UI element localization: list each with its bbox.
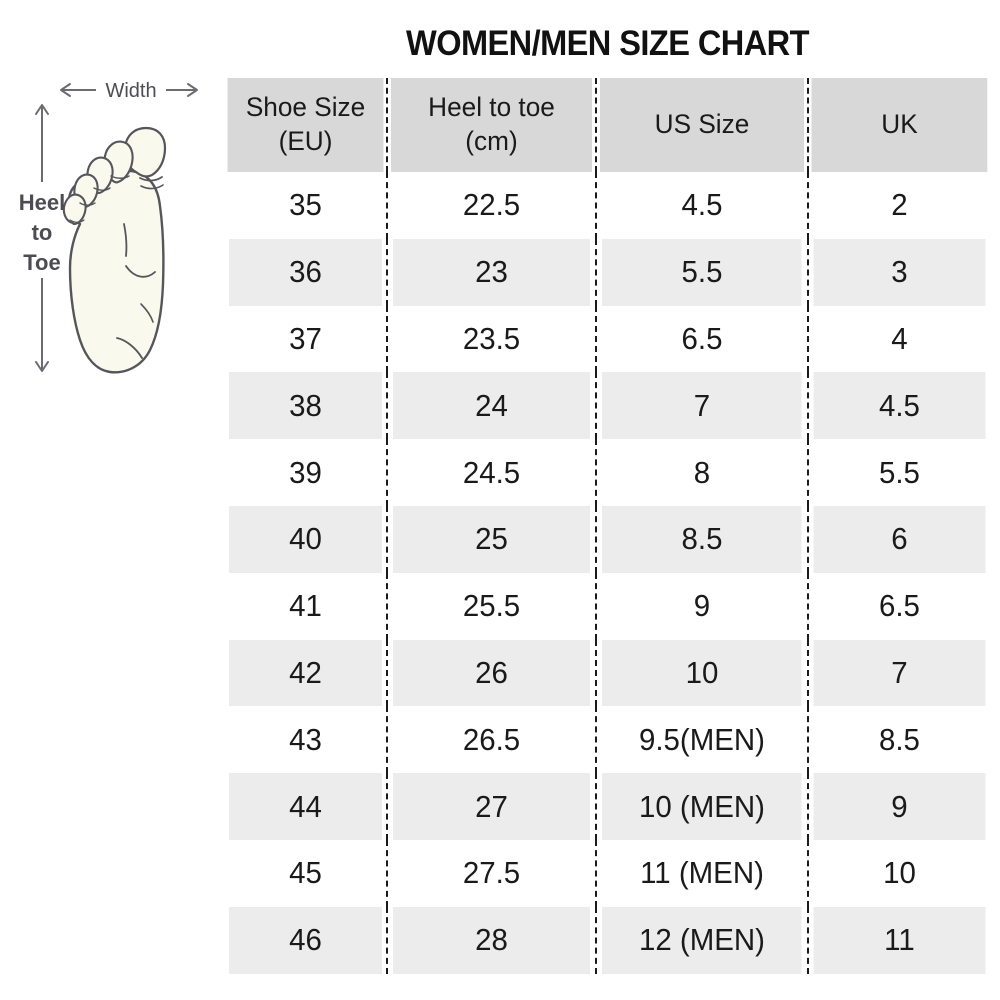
table-cell: 5.5 xyxy=(811,439,986,506)
table-cell: 8 xyxy=(600,439,803,506)
table-cell: 2 xyxy=(811,172,986,239)
column-header-line1: Heel to toe xyxy=(428,92,555,123)
table-cell: 11 (MEN) xyxy=(600,839,803,907)
table-cell: 37 xyxy=(229,305,383,373)
table-cell: 10 (MEN) xyxy=(600,773,803,840)
table-cell: 7 xyxy=(600,372,803,440)
heel-to-toe-label-line3: Toe xyxy=(23,250,60,275)
table-cell: 27 xyxy=(391,773,591,840)
table-row: 43 26.5 9.5(MEN) 8.5 xyxy=(225,706,990,774)
table-cell: 40 xyxy=(229,505,383,573)
table-row: 40 25 8.5 6 xyxy=(225,505,990,573)
table-cell: 25.5 xyxy=(391,572,591,640)
table-cell: 8.5 xyxy=(600,505,803,573)
table-body: 35 22.5 4.5 2 36 23 5.5 3 37 23.5 6.5 4 38 24 7 4.5 39 24… xyxy=(225,172,990,974)
heel-to-toe-label-line2: to xyxy=(32,220,53,245)
table-cell: 3 xyxy=(811,238,986,306)
table-row: 37 23.5 6.5 4 xyxy=(225,305,990,373)
table-cell: 10 xyxy=(600,639,803,707)
table-cell: 38 xyxy=(229,372,383,440)
table-cell: 42 xyxy=(229,639,383,707)
heel-to-toe-label-line1: Heel xyxy=(19,190,65,215)
table-header-row: Shoe Size (EU) Heel to toe (cm) US Size … xyxy=(225,78,990,172)
table-cell: 26.5 xyxy=(391,706,591,774)
table-cell: 23.5 xyxy=(391,305,591,373)
table-row: 35 22.5 4.5 2 xyxy=(225,172,990,239)
table-row: 41 25.5 9 6.5 xyxy=(225,572,990,640)
table-cell: 7 xyxy=(811,639,986,707)
column-header-line1: US Size xyxy=(654,109,750,140)
size-chart-table: Shoe Size (EU) Heel to toe (cm) US Size … xyxy=(225,78,990,974)
column-header-line2: (cm) xyxy=(465,126,518,156)
heel-to-toe-arrow-icon xyxy=(35,104,49,372)
table-cell: 6.5 xyxy=(811,572,986,640)
column-header-line1: UK xyxy=(881,109,918,140)
table-cell: 44 xyxy=(229,773,383,840)
column-header-shoe-size-eu: Shoe Size (EU) xyxy=(227,78,385,172)
table-row: 38 24 7 4.5 xyxy=(225,372,990,440)
table-cell: 9 xyxy=(600,572,803,640)
table-row: 44 27 10 (MEN) 9 xyxy=(225,773,990,840)
table-cell: 23 xyxy=(391,238,591,306)
table-cell: 4 xyxy=(811,305,986,373)
foot-outline-icon xyxy=(62,126,167,374)
table-cell: 45 xyxy=(229,839,383,907)
table-cell: 11 xyxy=(811,906,986,974)
table-row: 46 28 12 (MEN) 11 xyxy=(225,906,990,974)
table-cell: 10 xyxy=(811,839,986,907)
column-header-line1: Shoe Size xyxy=(245,92,366,123)
table-cell: 6.5 xyxy=(600,305,803,373)
table-cell: 25 xyxy=(391,505,591,573)
table-cell: 5.5 xyxy=(600,238,803,306)
table-cell: 41 xyxy=(229,572,383,640)
table-row: 42 26 10 7 xyxy=(225,639,990,707)
table-cell: 4.5 xyxy=(600,172,803,239)
width-label: Width xyxy=(105,80,156,102)
table-cell: 9 xyxy=(811,773,986,840)
table-cell: 8.5 xyxy=(811,706,986,774)
width-arrow-icon xyxy=(60,83,198,97)
table-cell: 12 (MEN) xyxy=(600,906,803,974)
table-cell: 28 xyxy=(391,906,591,974)
column-header-us-size: US Size xyxy=(598,78,805,172)
table-row: 45 27.5 11 (MEN) 10 xyxy=(225,839,990,907)
table-cell: 24.5 xyxy=(391,439,591,506)
table-cell: 4.5 xyxy=(811,372,986,440)
foot-diagram-svg: Width Heel to Toe xyxy=(19,80,198,374)
table-cell: 27.5 xyxy=(391,839,591,907)
table-cell: 43 xyxy=(229,706,383,774)
table-cell: 36 xyxy=(229,238,383,306)
column-header-uk: UK xyxy=(809,78,988,172)
table-cell: 26 xyxy=(391,639,591,707)
page-title: WOMEN/MEN SIZE CHART xyxy=(406,24,809,63)
table-row: 39 24.5 8 5.5 xyxy=(225,439,990,506)
table-cell: 9.5(MEN) xyxy=(600,706,803,774)
foot-measurement-diagram: Width Heel to Toe xyxy=(0,60,220,400)
table-cell: 35 xyxy=(229,172,383,239)
table-cell: 6 xyxy=(811,505,986,573)
table-cell: 46 xyxy=(229,906,383,974)
table-cell: 24 xyxy=(391,372,591,440)
column-header-heel-to-toe-cm: Heel to toe (cm) xyxy=(389,78,593,172)
table-cell: 39 xyxy=(229,439,383,506)
table-row: 36 23 5.5 3 xyxy=(225,238,990,306)
column-header-line2: (EU) xyxy=(278,126,333,156)
table-cell: 22.5 xyxy=(391,172,591,239)
